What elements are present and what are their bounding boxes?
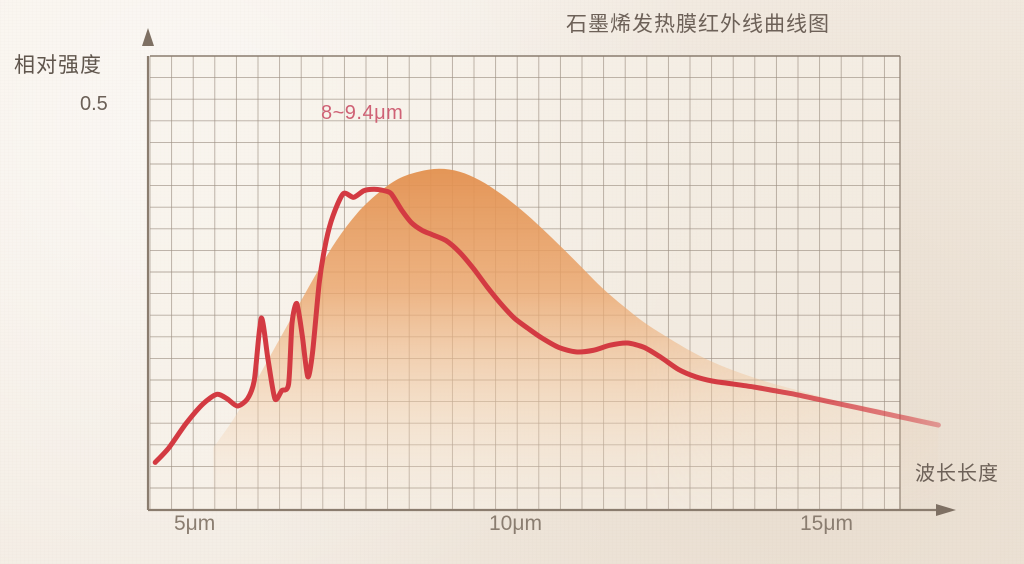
infrared-curve-line <box>152 186 941 465</box>
x-axis-tick-label-15um: 15μm <box>800 512 853 535</box>
blackbody-area-fill <box>213 168 939 510</box>
peak-band-annotation: 8~9.4μm <box>321 102 404 124</box>
y-axis-label: 相对强度 <box>14 54 102 77</box>
infrared-curve-path <box>152 186 941 465</box>
x-axis-tick-label-5um: 5μm <box>174 512 216 535</box>
arrow-up-icon <box>142 28 154 46</box>
y-axis-tick-label: 0.5 <box>80 93 108 115</box>
arrow-right-icon <box>936 504 956 516</box>
x-axis-label: 波长长度 <box>915 463 999 485</box>
x-axis-tick-label-10um: 10μm <box>489 512 542 535</box>
blackbody-area-path <box>213 168 939 510</box>
axes <box>142 28 956 516</box>
page-title: 石墨烯发热膜红外线曲线图 <box>566 13 830 36</box>
